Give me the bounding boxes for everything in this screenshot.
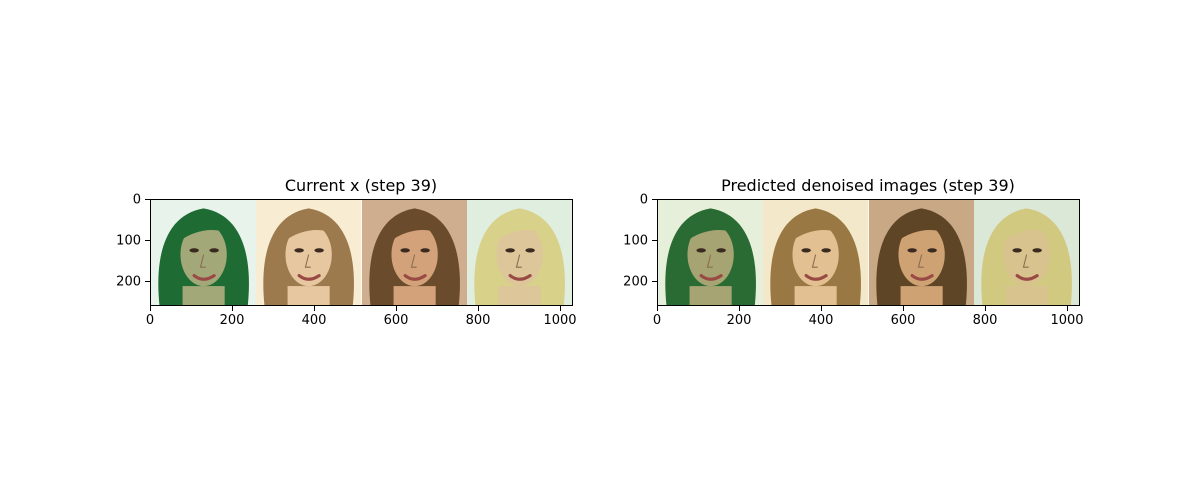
x-tick	[821, 306, 822, 311]
x-tick-label: 800	[465, 313, 491, 328]
x-tick-label: 600	[890, 313, 916, 328]
x-tick-label: 400	[301, 313, 327, 328]
face-image	[658, 200, 764, 305]
y-tick-label: 100	[623, 233, 648, 249]
y-tick-label: 200	[623, 274, 648, 290]
y-tick	[145, 199, 150, 200]
face-image	[763, 200, 869, 305]
x-tick	[560, 306, 561, 311]
x-tick	[1067, 306, 1068, 311]
y-tick	[145, 240, 150, 241]
y-tick-label: 0	[639, 192, 648, 208]
x-tick-label: 0	[652, 313, 662, 328]
image-strip	[658, 200, 1079, 305]
x-tick-label: 0	[145, 313, 155, 328]
y-tick-label: 0	[132, 192, 141, 208]
x-tick-label: 400	[808, 313, 834, 328]
x-tick	[314, 306, 315, 311]
x-tick	[903, 306, 904, 311]
image-axes	[150, 199, 573, 306]
y-tick	[652, 199, 657, 200]
panel-title: Current x (step 39)	[284, 176, 438, 195]
y-tick	[652, 281, 657, 282]
x-tick-label: 1000	[1050, 313, 1084, 328]
y-tick-label: 200	[116, 274, 141, 290]
face-image	[256, 200, 362, 305]
x-tick	[657, 306, 658, 311]
x-tick-label: 200	[726, 313, 752, 328]
x-tick	[739, 306, 740, 311]
x-tick-label: 1000	[543, 313, 577, 328]
x-tick-label: 200	[219, 313, 245, 328]
face-image	[973, 200, 1079, 305]
y-tick	[652, 240, 657, 241]
x-tick	[985, 306, 986, 311]
x-tick-label: 600	[383, 313, 409, 328]
x-tick	[396, 306, 397, 311]
face-image	[151, 200, 257, 305]
y-tick-label: 100	[116, 233, 141, 249]
face-image	[868, 200, 974, 305]
panel-title: Predicted denoised images (step 39)	[721, 176, 1015, 195]
y-tick	[145, 281, 150, 282]
face-image	[361, 200, 467, 305]
x-tick-label: 800	[972, 313, 998, 328]
x-tick	[150, 306, 151, 311]
x-tick	[232, 306, 233, 311]
image-axes	[657, 199, 1080, 306]
face-image	[466, 200, 572, 305]
x-tick	[478, 306, 479, 311]
image-strip	[151, 200, 572, 305]
